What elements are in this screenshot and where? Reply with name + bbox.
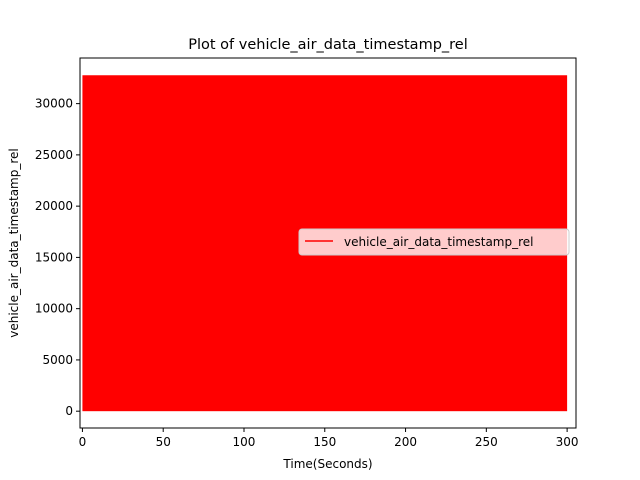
axes-frame (79, 57, 577, 429)
y-tick-label: 0 (65, 404, 73, 418)
x-tick-label: 50 (156, 435, 171, 449)
y-axis: 0 5000 10000 15000 20000 25000 30000 (35, 97, 80, 418)
y-tick-label: 30000 (35, 97, 73, 111)
y-axis-label: vehicle_air_data_timestamp_rel (7, 148, 21, 338)
x-axis: 0 50 100 150 200 250 300 (79, 428, 579, 449)
x-axis-label: Time(Seconds) (282, 457, 372, 471)
x-tick-label: 0 (79, 435, 87, 449)
y-tick-label: 20000 (35, 199, 73, 213)
y-tick-label: 25000 (35, 148, 73, 162)
x-tick-label: 250 (475, 435, 498, 449)
x-tick-label: 150 (313, 435, 336, 449)
legend: vehicle_air_data_timestamp_rel (298, 228, 570, 256)
y-tick-label: 10000 (35, 302, 73, 316)
legend-entry-label: vehicle_air_data_timestamp_rel (344, 235, 534, 249)
y-tick-label: 15000 (35, 250, 73, 264)
x-tick-label: 300 (556, 435, 579, 449)
y-tick-label: 5000 (42, 353, 73, 367)
chart-title: Plot of vehicle_air_data_timestamp_rel (188, 37, 468, 53)
legend-box (298, 228, 570, 256)
x-tick-label: 200 (394, 435, 417, 449)
x-tick-label: 100 (233, 435, 256, 449)
